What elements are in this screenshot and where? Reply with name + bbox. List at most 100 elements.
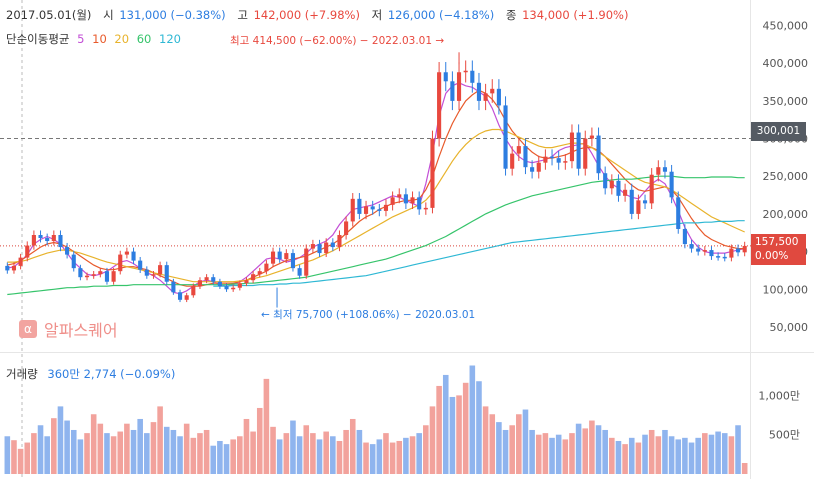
- candle-body: [357, 198, 362, 214]
- candle-body: [124, 251, 129, 255]
- candle-body: [191, 286, 196, 296]
- candle-body: [363, 206, 369, 214]
- candle-body: [337, 235, 342, 248]
- ma-60[interactable]: 60: [136, 32, 152, 46]
- candle-body: [536, 162, 541, 172]
- volume-bar: [542, 433, 549, 474]
- volume-tick-label: 1,000만: [758, 389, 800, 402]
- candle-body: [231, 287, 236, 290]
- volume-bar: [489, 414, 496, 474]
- candle-body: [45, 238, 50, 242]
- candle-body: [91, 274, 96, 276]
- candle-body: [503, 105, 508, 169]
- arrow-right-icon: →: [435, 35, 445, 47]
- candle-body: [549, 156, 555, 159]
- ma-legend-label: 단순이동평균: [6, 32, 70, 46]
- ma-120[interactable]: 120: [159, 32, 181, 46]
- candle-body: [543, 156, 548, 163]
- ma-20-line: [7, 128, 745, 283]
- volume-bar: [702, 433, 708, 474]
- candle-body: [164, 265, 169, 282]
- candle-body: [177, 292, 183, 300]
- ma-legend[interactable]: 단순이동평균 5 10 20 60 120: [6, 31, 181, 47]
- candle-body: [729, 248, 734, 258]
- volume-bar: [642, 434, 648, 474]
- volume-bar: [343, 429, 349, 474]
- volume-bar: [290, 420, 296, 474]
- candle-body: [483, 93, 488, 101]
- volume-bar: [117, 431, 124, 474]
- volume-bar: [555, 434, 562, 474]
- volume-bar: [409, 436, 416, 474]
- volume-bar: [210, 445, 217, 474]
- volume-bar: [482, 406, 489, 474]
- candle-body: [456, 72, 462, 101]
- date-label: 2017.05.01(월): [6, 8, 92, 22]
- volume-bar: [203, 429, 210, 474]
- hover-price-value: 300,001: [756, 125, 801, 137]
- candle-body: [31, 235, 36, 246]
- candle-body: [78, 268, 83, 278]
- candle-body: [390, 197, 395, 205]
- open-label: 시: [103, 8, 114, 22]
- candle-body: [284, 253, 289, 260]
- candle-body: [496, 88, 501, 106]
- volume-bar: [24, 442, 31, 474]
- candle-body: [171, 281, 176, 293]
- high-label: 고: [237, 8, 248, 22]
- ma-5[interactable]: 5: [77, 32, 85, 46]
- candle-body: [290, 253, 296, 269]
- volume-bar: [509, 425, 515, 474]
- volume-bar: [197, 433, 203, 474]
- candle-body: [277, 251, 282, 260]
- candle-body: [702, 250, 707, 252]
- volume-bar: [516, 414, 522, 474]
- candle-body: [251, 274, 256, 281]
- ma-20[interactable]: 20: [114, 32, 130, 46]
- volume-bar: [622, 444, 628, 474]
- volume-bar: [429, 406, 436, 474]
- volume-bar: [549, 437, 555, 474]
- candle-body: [104, 271, 110, 282]
- volume-bar: [44, 436, 50, 474]
- candle-body: [656, 167, 661, 175]
- volume-bar: [217, 440, 223, 474]
- candle-body: [5, 265, 10, 271]
- candle-body: [583, 138, 588, 169]
- volume-bar: [502, 429, 509, 474]
- high-value: 142,000 (+7.98%): [253, 8, 360, 22]
- volume-bar: [190, 437, 197, 474]
- candle-body: [270, 251, 276, 264]
- candle-body: [576, 132, 581, 169]
- volume-bar: [150, 422, 157, 474]
- volume-bar: [708, 434, 715, 474]
- alphasquare-logo: α 알파스퀘어: [19, 317, 118, 341]
- volume-bar: [330, 436, 336, 474]
- volume-bar: [682, 437, 688, 474]
- ma-10[interactable]: 10: [92, 32, 107, 46]
- candle-body: [118, 254, 123, 272]
- volume-bar: [310, 433, 316, 474]
- volume-bar: [31, 433, 37, 474]
- volume-bar: [403, 437, 409, 474]
- volume-bar: [163, 426, 170, 474]
- candle-body: [224, 286, 229, 290]
- candle-body: [676, 197, 681, 229]
- volume-bar: [668, 436, 675, 474]
- volume-bar: [582, 428, 589, 474]
- candle-body: [556, 158, 561, 163]
- volume-legend: 거래량 360만 2,774 (−0.09%): [6, 366, 175, 382]
- ma-60-line: [7, 175, 745, 296]
- low-annotation-text: 최저 75,700 (+108.06%) − 2020.03.01: [273, 309, 476, 321]
- volume-bar: [77, 439, 84, 474]
- candle-body: [11, 265, 17, 271]
- candle-body: [463, 70, 468, 73]
- volume-bar: [569, 433, 575, 474]
- candle-body: [131, 251, 136, 261]
- volume-bar: [376, 439, 383, 474]
- candle-body: [609, 180, 614, 189]
- price-tick-label: 350,000: [763, 95, 809, 108]
- open-value: 131,000 (−0.38%): [119, 8, 226, 22]
- candle-body: [450, 81, 455, 101]
